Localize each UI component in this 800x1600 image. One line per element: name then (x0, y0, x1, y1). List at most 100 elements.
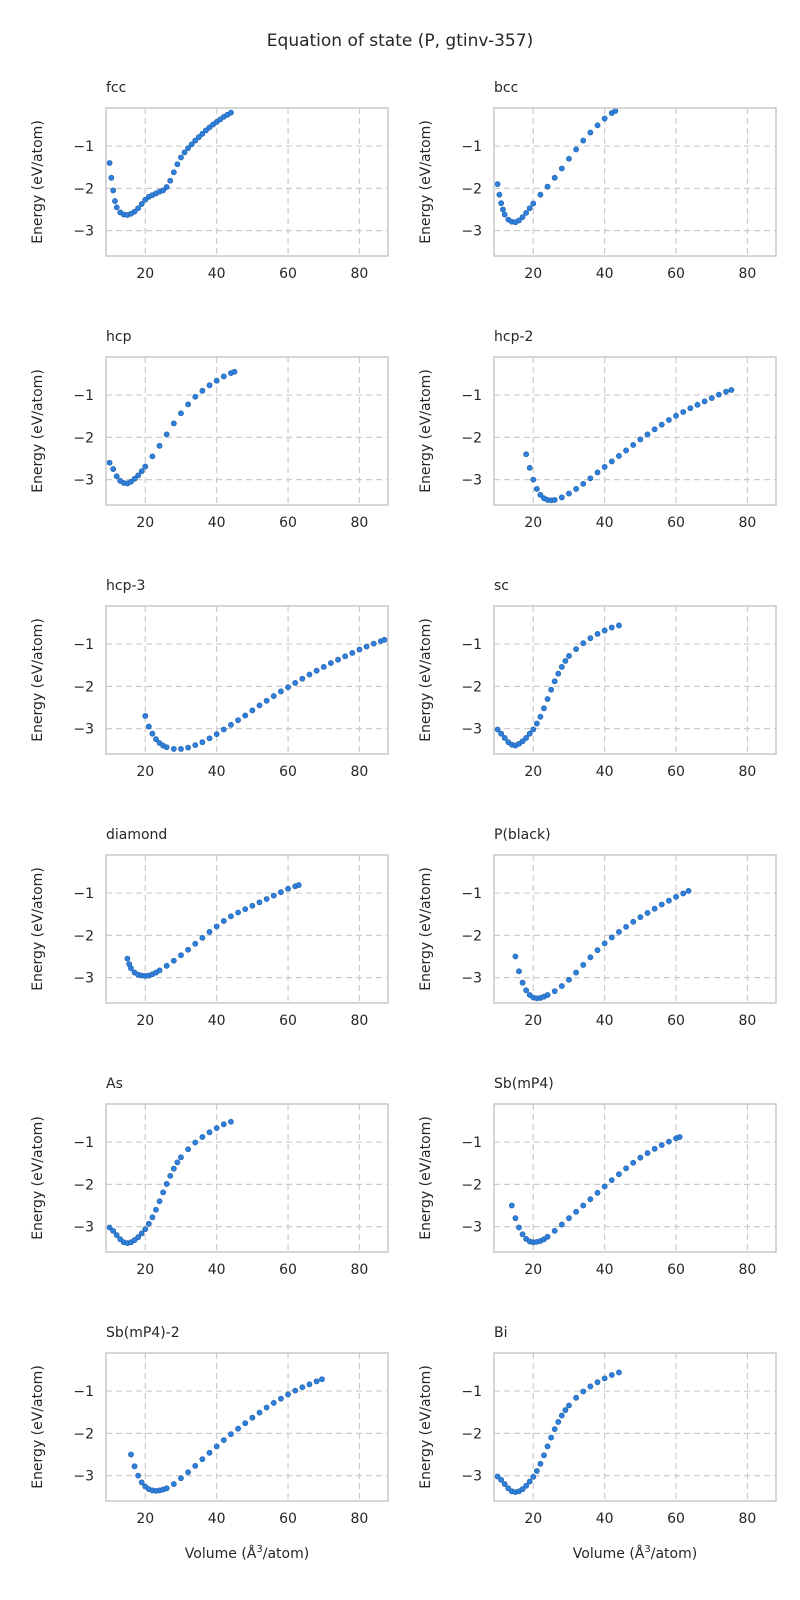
panel-title: Sb(mP4) (494, 1076, 554, 1092)
data-point (501, 211, 508, 218)
data-point (666, 897, 672, 904)
data-point (573, 969, 580, 976)
data-point (616, 1171, 622, 1178)
data-point (551, 174, 558, 181)
data-point (199, 130, 206, 137)
data-point (206, 1449, 213, 1456)
panel-title: As (106, 1076, 123, 1092)
data-point (601, 1375, 608, 1382)
axes-frame (105, 854, 389, 1004)
data-point (616, 929, 622, 935)
data-point (363, 643, 370, 650)
data-point (370, 640, 377, 647)
data-point (548, 1434, 555, 1441)
data-point (701, 398, 708, 405)
y-axis-label: Energy (eV/atom) (418, 1365, 434, 1489)
y-axis-label: Energy (eV/atom) (30, 867, 46, 991)
data-point (170, 420, 177, 427)
data-point (637, 436, 644, 443)
data-point (708, 395, 715, 401)
data-point (512, 953, 519, 960)
data-point (666, 417, 672, 423)
data-point (498, 200, 505, 207)
y-tick-label: −3 (73, 1469, 94, 1485)
y-tick-label: −2 (73, 1426, 94, 1442)
x-tick-label: 20 (524, 266, 542, 282)
data-point (694, 401, 701, 408)
data-point (256, 702, 263, 709)
data-point (228, 913, 234, 920)
data-point (235, 1425, 241, 1432)
data-point (110, 466, 117, 472)
data-point (206, 929, 213, 935)
y-tick-label: −2 (73, 928, 94, 944)
data-point (594, 1379, 601, 1386)
data-point (185, 401, 192, 408)
data-point (263, 896, 270, 902)
data-point (320, 663, 327, 670)
data-point (519, 979, 526, 986)
y-axis-label: Energy (eV/atom) (418, 120, 434, 244)
panel-title: P(black) (494, 827, 551, 843)
data-point (299, 1384, 306, 1391)
data-point (228, 109, 234, 116)
panel-title: Sb(mP4)-2 (106, 1325, 180, 1341)
x-tick-label: 60 (667, 764, 685, 780)
data-point (623, 447, 629, 454)
data-point (594, 1189, 601, 1196)
data-point (135, 1234, 142, 1241)
x-tick-label: 80 (351, 764, 369, 780)
data-point (651, 426, 658, 433)
data-point (178, 154, 184, 161)
x-tick-label: 40 (208, 1511, 226, 1527)
data-point (548, 686, 555, 693)
data-point (199, 934, 206, 941)
data-point (533, 720, 540, 727)
data-point (512, 1215, 519, 1222)
data-point (616, 622, 622, 629)
data-point (676, 1134, 683, 1140)
y-tick-label: −2 (73, 181, 94, 197)
data-point (608, 1372, 615, 1378)
data-point (192, 940, 199, 947)
y-tick-label: −2 (73, 1177, 94, 1193)
data-point (601, 464, 608, 470)
data-point (680, 409, 687, 415)
data-point (566, 155, 572, 162)
data-point (587, 475, 594, 482)
data-point (616, 1369, 622, 1376)
x-tick-label: 80 (351, 1262, 369, 1278)
data-point (153, 736, 159, 743)
panel-p-black-: P(black) 20 40 60 80 −1 −2 −3 Energy (eV/atom) (418, 827, 777, 1029)
panels-group: fcc 20 40 60 80 −1 −2 −3 Energy (eV/atom) bcc 20 40… (30, 80, 777, 1562)
y-tick-label: −2 (73, 430, 94, 446)
data-point (263, 1404, 270, 1411)
data-point (306, 1381, 313, 1388)
data-point (558, 165, 565, 172)
data-point (235, 717, 241, 724)
data-point (206, 382, 213, 389)
x-tick-label: 60 (279, 764, 297, 780)
data-point (608, 1177, 615, 1184)
data-point (138, 201, 145, 207)
data-point (185, 946, 192, 953)
data-point (498, 730, 505, 737)
panel-title: bcc (494, 80, 518, 96)
x-tick-label: 80 (739, 1013, 757, 1029)
data-point (124, 955, 131, 962)
data-point (235, 909, 241, 916)
x-tick-label: 80 (739, 515, 757, 531)
data-point (555, 1419, 562, 1425)
y-tick-label: −1 (461, 1135, 482, 1151)
data-point (106, 459, 113, 466)
data-point (573, 146, 580, 153)
data-point (335, 656, 341, 663)
data-point (580, 480, 587, 487)
axes-frame (105, 356, 389, 506)
data-point (131, 208, 138, 215)
x-tick-label: 60 (279, 1511, 297, 1527)
x-tick-label: 80 (351, 266, 369, 282)
x-tick-label: 40 (208, 764, 226, 780)
data-point (142, 463, 149, 470)
